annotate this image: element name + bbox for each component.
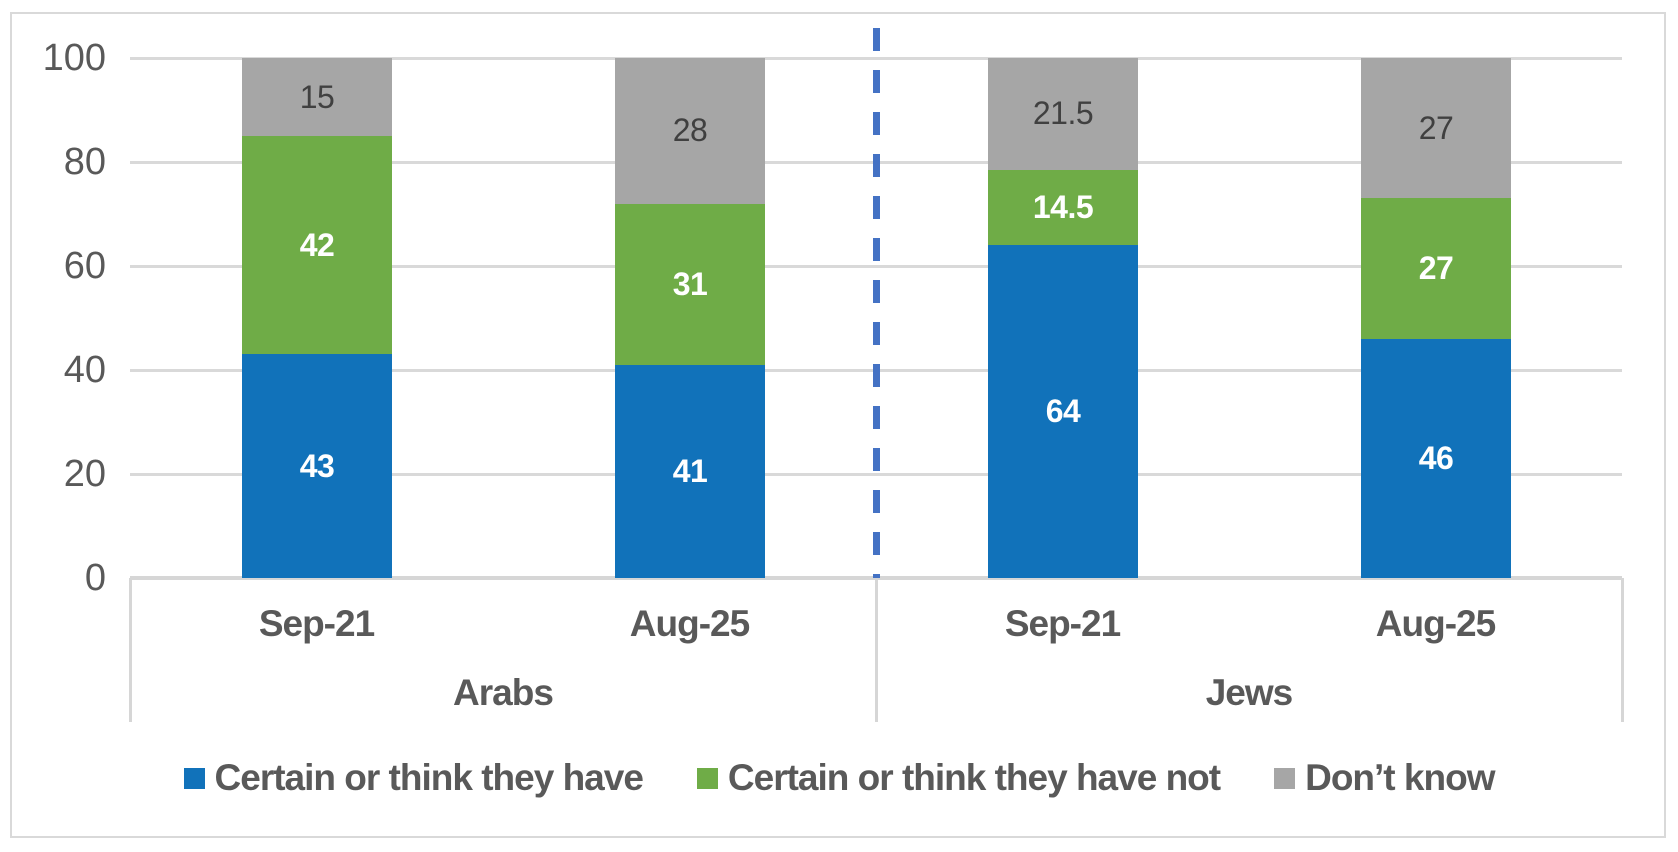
legend-swatch-dont_know bbox=[1274, 767, 1296, 789]
bar-segment-have_not: 31 bbox=[615, 203, 765, 365]
y-axis-tick-label: 40 bbox=[63, 349, 106, 391]
data-label: 21.5 bbox=[1032, 95, 1094, 132]
legend-item-have_not: Certain or think they have not bbox=[696, 757, 1221, 799]
data-label: 43 bbox=[299, 447, 335, 484]
legend-item-dont_know: Don’t know bbox=[1274, 757, 1495, 799]
legend: Certain or think they have Certain or thi… bbox=[0, 752, 1678, 804]
bar-segment-have: 43 bbox=[242, 354, 392, 578]
data-label: 27 bbox=[1418, 250, 1454, 287]
bar-segment-have: 41 bbox=[615, 364, 765, 578]
data-label: 14.5 bbox=[1032, 189, 1094, 225]
data-label: 27 bbox=[1418, 109, 1454, 146]
data-label: 64 bbox=[1045, 393, 1081, 430]
bar-segment-dont_know: 27 bbox=[1361, 58, 1511, 199]
x-axis-group-label: Arabs bbox=[453, 672, 554, 713]
bar-segment-have_not: 14.5 bbox=[988, 169, 1138, 246]
x-axis-category-label: Sep-21 bbox=[258, 603, 375, 644]
legend-item-have: Certain or think they have bbox=[183, 757, 644, 799]
x-axis-category-label: Sep-21 bbox=[1004, 603, 1121, 644]
bar-arabs-aug-25: 41 31 28 bbox=[615, 58, 765, 578]
data-label: 46 bbox=[1418, 439, 1454, 476]
category-separator-line bbox=[129, 578, 132, 722]
bar-segment-dont_know: 15 bbox=[242, 58, 392, 136]
y-axis-tick-label: 100 bbox=[42, 37, 106, 79]
category-separator-line bbox=[875, 578, 878, 722]
y-axis-tick-label: 80 bbox=[63, 141, 106, 183]
bar-segment-have_not: 42 bbox=[242, 136, 392, 355]
bar-segment-dont_know: 21.5 bbox=[988, 58, 1138, 170]
x-axis-category-label: Aug-25 bbox=[1375, 603, 1496, 644]
category-separator-line bbox=[1621, 578, 1624, 722]
data-label: 31 bbox=[672, 265, 708, 302]
data-label: 28 bbox=[672, 112, 708, 149]
x-axis-group-label: Jews bbox=[1205, 672, 1294, 713]
data-label: 41 bbox=[672, 452, 708, 489]
legend-swatch-have bbox=[183, 767, 205, 789]
data-label: 42 bbox=[299, 226, 335, 263]
bar-segment-have: 46 bbox=[1361, 338, 1511, 578]
legend-swatch-have_not bbox=[696, 767, 718, 789]
bar-segment-dont_know: 28 bbox=[615, 58, 765, 204]
bar-arabs-sep-21: 43 42 15 bbox=[242, 58, 392, 578]
data-label: 15 bbox=[299, 78, 335, 115]
bar-jews-sep-21: 64 14.5 21.5 bbox=[988, 58, 1138, 578]
y-axis-tick-label: 0 bbox=[84, 557, 106, 599]
bar-segment-have: 64 bbox=[988, 245, 1138, 578]
y-axis-tick-label: 60 bbox=[63, 245, 106, 287]
bar-segment-have_not: 27 bbox=[1361, 198, 1511, 339]
bar-jews-aug-25: 46 27 27 bbox=[1361, 58, 1511, 578]
legend-label: Don’t know bbox=[1305, 757, 1495, 798]
legend-label: Certain or think they have bbox=[214, 757, 644, 798]
y-axis-tick-label: 20 bbox=[63, 453, 106, 495]
group-divider-dashed-line bbox=[873, 28, 880, 578]
legend-label: Certain or think they have not bbox=[727, 757, 1221, 798]
x-axis-category-label: Aug-25 bbox=[629, 603, 750, 644]
